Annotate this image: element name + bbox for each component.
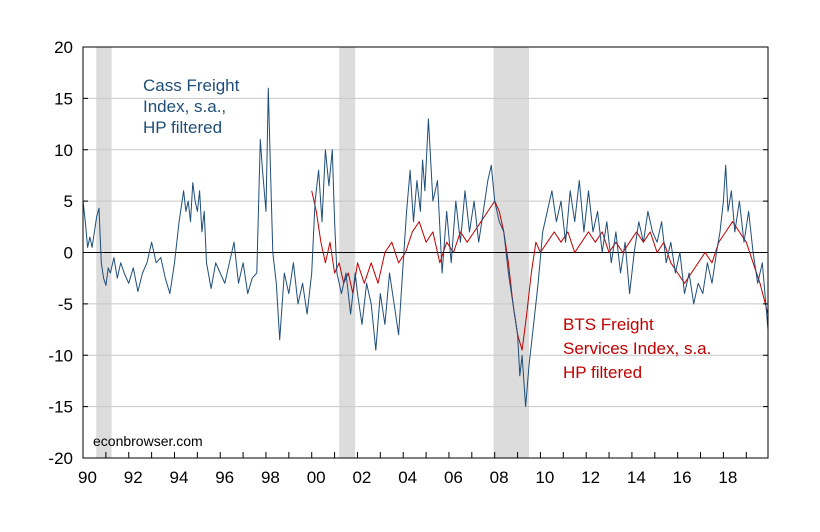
x-tick-label: 94: [169, 468, 188, 487]
x-tick-label: 92: [124, 468, 143, 487]
x-tick-label: 02: [352, 468, 371, 487]
x-tick-label: 18: [718, 468, 737, 487]
x-axis: 90 92 94 96 98 00 02 04 06 08 10 12 14 16 18: [78, 452, 747, 487]
y-tick-label: -20: [48, 449, 73, 468]
source-credit: econbrowser.com: [93, 433, 203, 449]
y-tick-label: 20: [54, 38, 73, 57]
y-axis: -20 -15 -10 -5 0 5 10 15 20: [48, 38, 768, 468]
x-tick-label: 06: [444, 468, 463, 487]
x-tick-label: 16: [673, 468, 692, 487]
bts-label-line-2: Services Index, s.a.: [563, 339, 711, 358]
cass-label: Cass Freight Index, s.a., HP filtered: [143, 76, 244, 137]
cass-label-line-2: Index, s.a.,: [143, 97, 226, 116]
y-tick-label: -15: [48, 398, 73, 417]
x-tick-label: 04: [398, 468, 417, 487]
y-tick-label: 5: [64, 192, 73, 211]
y-tick-label: 15: [54, 89, 73, 108]
x-tick-label: 14: [627, 468, 646, 487]
x-tick-label: 96: [215, 468, 234, 487]
x-tick-label: 12: [581, 468, 600, 487]
x-tick-label: 00: [307, 468, 326, 487]
bts-label-line-3: HP filtered: [563, 363, 642, 382]
y-tick-label: 0: [64, 244, 73, 263]
y-tick-label: 10: [54, 141, 73, 160]
x-tick-label: 90: [78, 468, 97, 487]
x-tick-label: 08: [490, 468, 509, 487]
gridlines: [83, 97, 768, 408]
bts-label: BTS Freight Services Index, s.a. HP filt…: [563, 315, 716, 382]
bts-label-line-1: BTS Freight: [563, 315, 654, 334]
x-tick-label: 98: [261, 468, 280, 487]
x-tick-label: 10: [535, 468, 554, 487]
cass-series-line: [82, 87, 769, 408]
y-tick-label: -10: [48, 346, 73, 365]
cass-label-line-1: Cass Freight: [143, 76, 240, 95]
y-tick-label: -5: [58, 295, 73, 314]
cass-label-line-3: HP filtered: [143, 118, 222, 137]
